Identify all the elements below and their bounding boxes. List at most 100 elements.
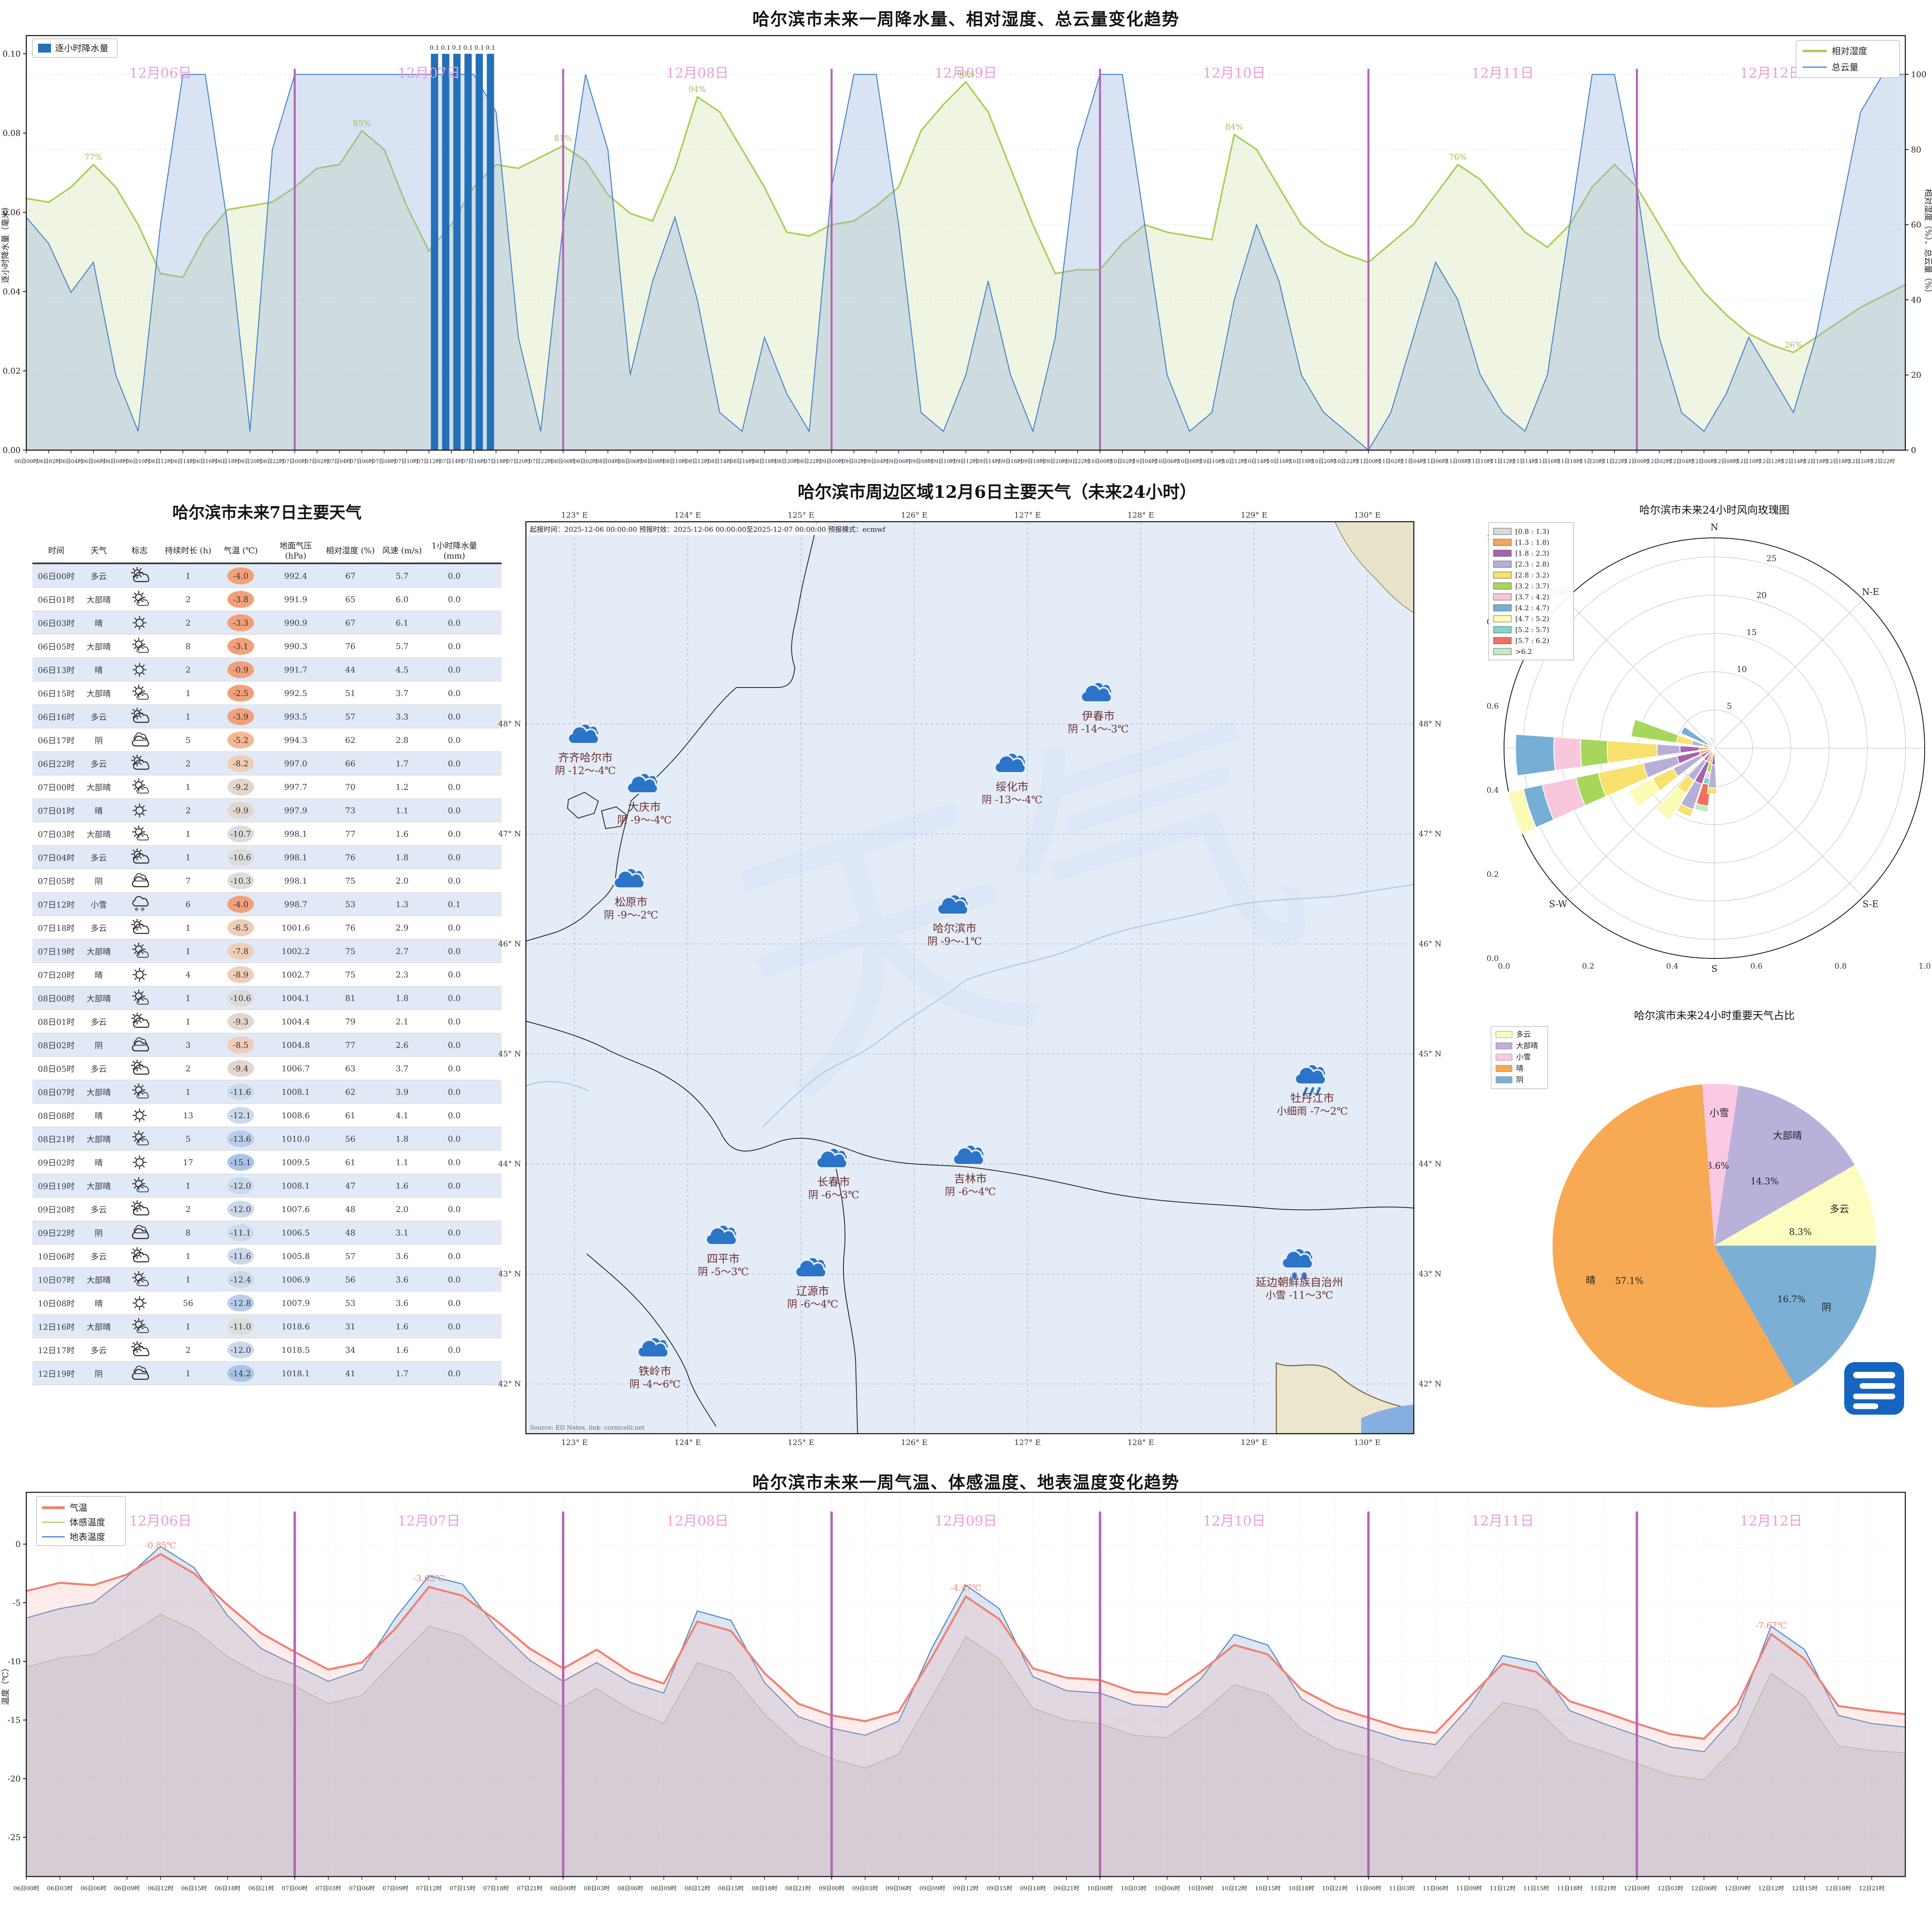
table-cell: 阴 [95,1228,103,1238]
x-tick-label: 10日12时 [1222,459,1246,465]
table-cell: 多云 [91,571,107,581]
r-tick-label: 25 [1766,553,1776,563]
legend-bin-label: [1.3 : 1.8) [1515,539,1549,547]
table-cell: 0.0 [448,1134,461,1144]
overcast-cloud-icon [816,1147,848,1169]
mostly-sunny-icon [132,1130,149,1145]
table-cell: 4 [185,969,191,980]
table-cell: 997.9 [284,805,307,815]
table-cell: 1.6 [396,1321,409,1331]
direction-label: S-E [1862,899,1878,910]
table-cell: 1 [185,782,191,792]
table-cell: 12日19时 [38,1369,75,1379]
day-label: 12月08日 [666,65,729,81]
table-cell: 3 [185,1040,191,1050]
table-cell: 3.9 [396,1087,409,1097]
x-tick-label: 11日14时 [1513,459,1537,465]
table-cell: 08日02时 [38,1041,75,1050]
overcast-cloud-icon [705,1224,738,1246]
x-tick-label: 09日04时 [864,459,888,465]
city-weather: 阴 -14～-3℃ [1068,723,1129,735]
precip-bar-label: 0.1 [452,44,462,51]
table-cell: 998.7 [284,899,307,909]
weather-symbol-cell [117,1059,162,1077]
y-tick-label: -5 [13,1598,21,1608]
x-tick-label: 10日20时 [1312,459,1336,465]
table-row: 12日17时 多云 2 -12.0 1018.5 34 1.6 0.0 [32,1338,502,1362]
table-cell: 5 [185,1134,191,1144]
x-tick-label: 08日18时 [752,459,776,465]
table-cell: 990.3 [284,641,307,651]
y-tick-label: -20 [8,1774,21,1784]
temperature-cell: -10.6 [214,848,267,866]
map-info-line: 起报时间：2025-12-06 00:00:00 预报时效：2025-12-06… [530,526,886,534]
table-cell: 07日00时 [38,783,75,792]
temperature-cell: -15.1 [214,1153,267,1171]
x-tick-label: 12日08时 [1714,459,1738,465]
temperature-cell: -11.0 [214,1318,267,1335]
table-cell: 1.1 [396,805,409,815]
region-weather-map: 哈尔滨市周边区域12月6日主要天气（未来24小时） 天气 123° E123° … [498,482,1442,1447]
x-tick-label: 10日06时 [1155,459,1179,465]
table-cell: 阴 [95,1369,103,1379]
table-cell: 2 [185,594,191,604]
table-cell: 67 [345,571,356,581]
map-sea [1361,1405,1414,1434]
table-cell: 56 [345,1134,356,1144]
pie-slice [1714,1246,1876,1386]
y-tick-right: 20 [1911,370,1921,380]
table-header-cell: 标志 [131,545,148,555]
x-tick-label: 09日10时 [932,459,955,465]
x-tick-label: 09日12时 [954,459,978,465]
x-tick-label: 12日14时 [1782,459,1805,465]
table-cell: 6.0 [396,594,409,604]
precip-bar-label: 0.1 [475,44,484,51]
table-cell: 0.0 [448,946,461,956]
table-cell: 57 [345,1251,356,1261]
temp-annotation: -4.47℃ [950,1583,981,1593]
weather-symbol-cell [117,872,162,890]
table-cell: 0.0 [448,1181,461,1191]
table-cell: 62 [345,1087,356,1097]
table-cell: 0.0 [448,571,461,581]
city-name: 齐齐哈尔市 [558,752,613,764]
map-river-path [525,884,1414,1128]
x-tick-label: 07日12时 [416,1885,442,1892]
x-tick-label: 08日12时 [684,1885,710,1892]
table-cell: 6 [185,899,191,909]
outer-y-tick: 0.4 [1487,786,1499,795]
x-tick-label: 07日08时 [372,459,396,465]
humidity-annotation: 77% [85,152,102,162]
table-cell: 10日08时 [38,1299,75,1308]
table-row: 06日22时 多云 2 -8.2 997.0 66 1.7 0.0 [32,752,502,775]
table-cell: 1.3 [396,899,409,909]
mostly-sunny-icon [132,989,149,1005]
wind-rose-petal-segment [1680,726,1710,747]
light-snow-icon: ✲ ✲ [132,896,149,913]
direction-label: N [1710,523,1718,533]
wind-rose-petal-segment [1676,803,1694,818]
temperature-cell: -8.2 [214,755,267,772]
table-cell: 7 [185,876,191,886]
y-tick-left: 0.08 [2,128,21,138]
table-cell: 大部晴 [87,1134,111,1144]
table-cell: 0.0 [448,782,461,792]
map-frame [525,521,1415,1434]
table-cell: 65 [345,594,356,604]
table-cell: 1 [185,1016,191,1026]
temperature-cell: -6.5 [214,919,267,936]
lon-label: 129° E [1241,511,1267,520]
table-cell: 5.7 [396,571,409,581]
y-tick-label: -10 [8,1657,21,1666]
table-cell: 0.0 [448,735,461,745]
table-cell: 1008.1 [282,1087,310,1097]
table-cell: 多云 [91,923,107,933]
legend-bin-label: [4.2 : 4.7) [1515,604,1549,612]
temperature-cell: -11.6 [214,1083,267,1100]
table-cell: 0.0 [448,805,461,815]
table-cell: 1018.1 [282,1368,310,1378]
temperature-cell: -8.5 [214,1036,267,1054]
overcast-icon [132,873,149,887]
weather-symbol-cell [117,989,162,1007]
